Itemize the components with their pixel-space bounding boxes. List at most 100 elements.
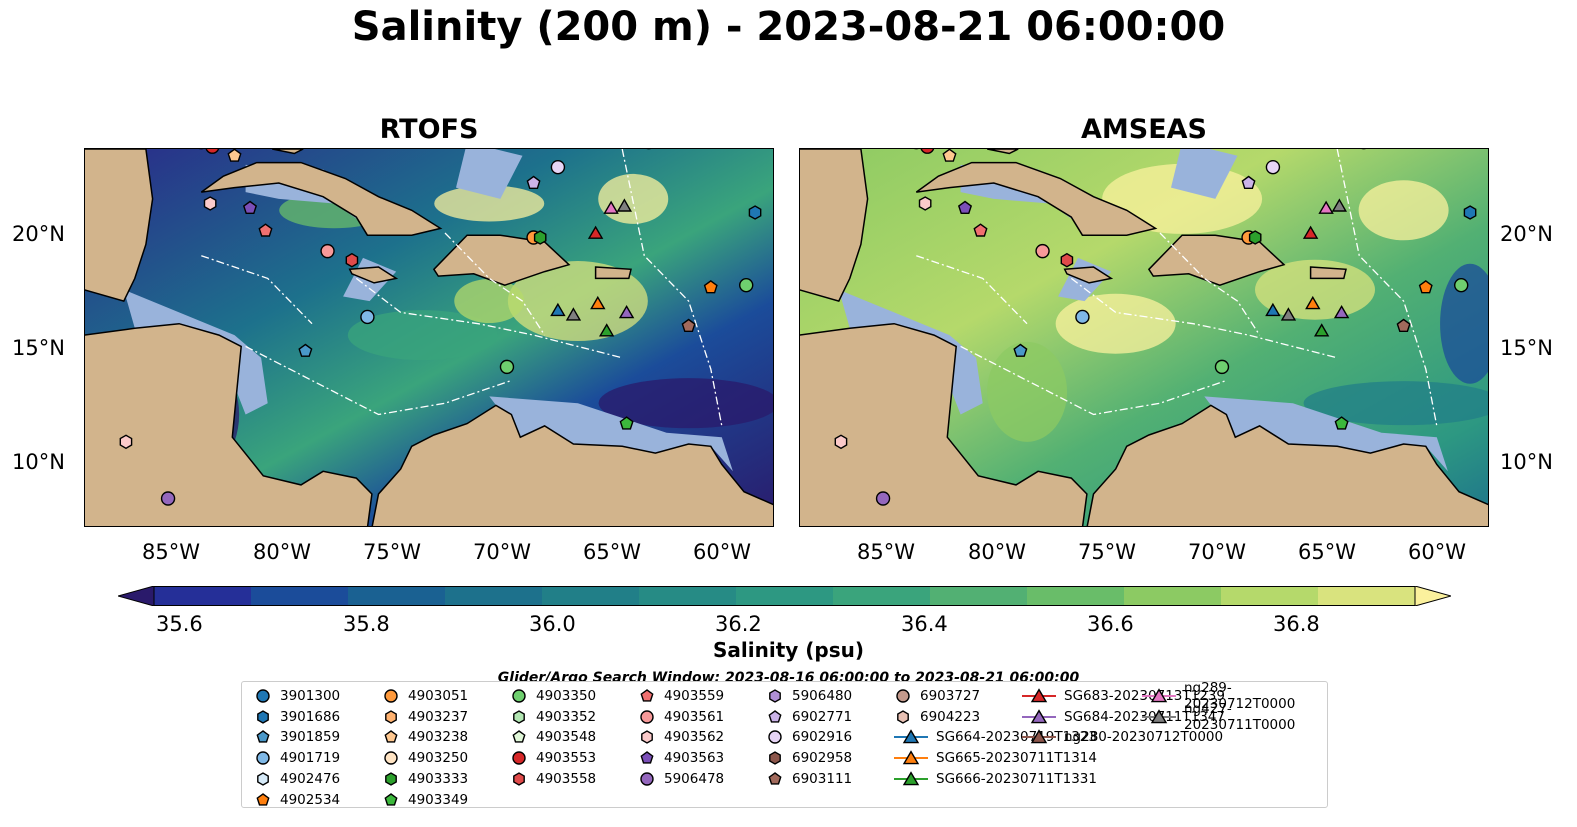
legend-marker-icon	[894, 729, 928, 744]
shallow-water	[1171, 149, 1238, 199]
legend-label: 4903238	[408, 729, 469, 746]
legend-label: 4903559	[664, 688, 725, 704]
platform-marker	[918, 196, 932, 211]
legend-item: 6902771	[766, 707, 852, 727]
platform-marker	[590, 295, 606, 310]
platform-marker	[1265, 302, 1281, 317]
platform-marker	[920, 149, 935, 154]
legend-marker-icon	[256, 751, 270, 765]
platform-marker	[550, 302, 566, 317]
circle-marker	[512, 751, 526, 765]
legend-marker-icon	[512, 689, 526, 703]
land	[371, 404, 773, 526]
salinity-feature	[1358, 180, 1449, 241]
legend-label: 4903051	[408, 688, 469, 704]
eez-boundary	[444, 232, 546, 336]
colorbar-segment	[251, 586, 349, 606]
land	[85, 322, 373, 526]
legend-item: 4903250	[382, 748, 468, 768]
lat-label-10n-left: 10°N	[12, 450, 65, 474]
platform-marker	[973, 223, 988, 237]
colorbar-tick-35-6: 35.6	[156, 612, 203, 636]
platform-marker	[1280, 307, 1297, 321]
platform-marker	[203, 196, 217, 211]
colorbar-segment	[1318, 586, 1416, 606]
land	[800, 149, 869, 302]
land	[348, 266, 399, 284]
legend-item: 4903238	[382, 727, 468, 747]
legend-label: 6902958	[792, 750, 853, 767]
legend-marker-icon	[768, 709, 782, 723]
platform-marker	[1248, 230, 1262, 245]
colorbar-extend-high	[1414, 585, 1453, 607]
colorbar-tick-36-0: 36.0	[529, 612, 576, 636]
legend-marker-icon	[640, 772, 654, 786]
lon-label-75w-rtofs: 75°W	[363, 540, 421, 564]
legend-label: 6904223	[920, 708, 981, 725]
triangle-marker	[1030, 708, 1048, 723]
legend-label: 4903548	[536, 729, 597, 746]
legend-marker-icon	[513, 709, 525, 724]
platform-marker	[1318, 200, 1334, 214]
pentagon-marker	[640, 751, 654, 764]
eez-boundary	[1159, 232, 1261, 336]
legend: 3901300 3901686 3901859 4901719 4902476 49025…	[241, 680, 1328, 808]
platform-marker	[1396, 318, 1411, 333]
platform-marker	[875, 491, 891, 506]
legend-marker-icon	[1142, 688, 1176, 703]
legend-label: 3901300	[280, 688, 341, 704]
circle-marker	[256, 751, 270, 765]
colorbar-tick-36-8: 36.8	[1273, 612, 1320, 636]
legend-item: SG666-20230711T1331	[894, 769, 1097, 789]
amseas-map-svg	[800, 149, 1488, 526]
pentagon-marker	[768, 771, 782, 785]
platform-marker	[242, 200, 258, 215]
legend-label: 6903111	[792, 770, 853, 787]
hexagon-marker	[641, 730, 653, 745]
legend-label: ng280-20230712T0000	[1064, 729, 1224, 746]
circle-marker	[384, 689, 398, 703]
colorbar-segment	[736, 586, 834, 606]
platform-marker	[834, 434, 848, 450]
legend-marker-icon	[640, 689, 654, 702]
land	[1309, 266, 1347, 280]
legend-marker-icon	[1022, 729, 1056, 744]
platform-marker	[598, 323, 615, 337]
colorbar-segment	[1027, 586, 1125, 606]
circle-marker	[384, 751, 398, 765]
legend-marker-icon	[897, 709, 909, 724]
land	[1147, 234, 1286, 286]
hexagon-marker	[385, 709, 397, 724]
colorbar-segment	[639, 586, 737, 606]
land	[594, 266, 632, 280]
legend-item: 4903562	[638, 727, 724, 747]
land	[272, 149, 304, 155]
eez-boundary	[916, 255, 1028, 325]
eez-boundary	[355, 277, 623, 359]
platform-marker	[298, 343, 313, 357]
platform-marker	[360, 309, 375, 325]
panel-title-amseas: AMSEAS	[1081, 114, 1207, 145]
colorbar-tick-36-6: 36.6	[1087, 612, 1134, 636]
colorbar-tick-36-4: 36.4	[901, 612, 948, 636]
circle-marker	[512, 689, 526, 703]
legend-label: 3901686	[280, 708, 341, 725]
eez-boundary	[1070, 277, 1338, 359]
platform-marker	[1265, 159, 1281, 175]
lon-label-85w-rtofs: 85°W	[142, 540, 200, 564]
legend-marker-icon	[640, 709, 654, 724]
land	[200, 161, 443, 236]
platform-marker	[550, 159, 566, 175]
lat-label-15n-right: 15°N	[1500, 336, 1553, 360]
platform-marker	[739, 277, 754, 293]
colorbar-segment	[1221, 586, 1319, 606]
hexagon-marker	[257, 771, 269, 786]
pentagon-marker	[640, 689, 654, 702]
lat-label-20n-right: 20°N	[1500, 222, 1553, 246]
legend-label: ng427-20230711T0000	[1184, 700, 1296, 733]
triangle-marker	[1030, 688, 1048, 703]
legend-item: 5906478	[638, 769, 724, 789]
platform-marker	[1060, 252, 1074, 268]
triangle-marker	[1030, 729, 1048, 744]
rtofs-map	[84, 148, 774, 527]
